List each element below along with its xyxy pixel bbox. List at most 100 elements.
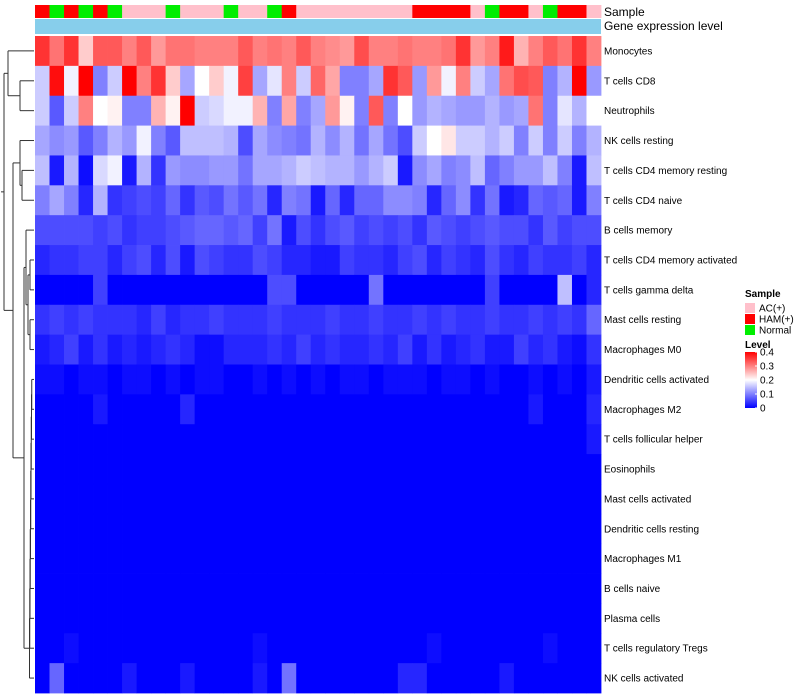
- heatmap-cell: [426, 155, 442, 186]
- heatmap-cell: [557, 483, 573, 515]
- heatmap-cell: [281, 125, 297, 156]
- heatmap-cell: [499, 663, 515, 694]
- heatmap-cell: [484, 454, 500, 485]
- heatmap-cell: [35, 304, 50, 336]
- heatmap-cell: [238, 573, 254, 604]
- heatmap-cell: [426, 334, 442, 365]
- sample-annotation-cell: [122, 5, 137, 18]
- heatmap-cell: [223, 245, 239, 276]
- heatmap-cell: [281, 304, 297, 336]
- heatmap-cell: [412, 155, 428, 186]
- heatmap-cell: [165, 185, 181, 216]
- heatmap-cell: [194, 663, 210, 694]
- heatmap-cell: [165, 483, 181, 515]
- heatmap-cell: [513, 155, 529, 186]
- level-tick-label: 0: [760, 404, 766, 415]
- heatmap-cell: [426, 215, 442, 246]
- heatmap-cell: [151, 663, 167, 694]
- heatmap-cell: [93, 603, 108, 634]
- heatmap-cell: [194, 36, 210, 67]
- heatmap-cell: [194, 95, 210, 126]
- heatmap-cell: [122, 663, 137, 694]
- heatmap-cell: [151, 65, 167, 97]
- sample-annotation-cell: [223, 5, 239, 18]
- heatmap-cell: [64, 215, 79, 246]
- heatmap-cell: [107, 36, 123, 67]
- heatmap-cell: [412, 274, 428, 306]
- heatmap-cell: [93, 185, 108, 216]
- heatmap-cell: [35, 513, 50, 545]
- heatmap-cell: [122, 304, 137, 336]
- heatmap-cell: [180, 125, 196, 156]
- heatmap-cell: [528, 245, 544, 276]
- heatmap-cell: [78, 245, 94, 276]
- heatmap-cell: [542, 215, 558, 246]
- heatmap-cell: [354, 95, 370, 126]
- heatmap-cell: [368, 483, 384, 515]
- heatmap-cell: [252, 394, 268, 425]
- heatmap-cell: [209, 95, 225, 126]
- heatmap-cell: [209, 513, 225, 545]
- heatmap-cell: [310, 424, 326, 455]
- heatmap-cell: [267, 65, 283, 97]
- sample-annotation-cell: [426, 5, 442, 18]
- heatmap-cell: [470, 215, 486, 246]
- heatmap-cell: [296, 245, 312, 276]
- heatmap-cell: [194, 573, 210, 604]
- heatmap-cell: [35, 65, 50, 97]
- heatmap-cell: [267, 304, 283, 336]
- heatmap-cell: [93, 573, 108, 604]
- heatmap-cell: [296, 125, 312, 156]
- heatmap-cell: [542, 334, 558, 365]
- heatmap-cell: [78, 215, 94, 246]
- heatmap-cell: [571, 36, 587, 67]
- heatmap-cell: [151, 633, 167, 664]
- heatmap-cell: [397, 663, 413, 694]
- heatmap-cell: [78, 125, 94, 156]
- heatmap-cell: [238, 65, 254, 97]
- heatmap-cell: [180, 394, 196, 425]
- row-label: T cells CD8: [604, 76, 656, 87]
- heatmap-cell: [209, 304, 225, 336]
- heatmap-cell: [151, 245, 167, 276]
- heatmap-cell: [383, 513, 399, 545]
- heatmap-cell: [49, 603, 65, 634]
- heatmap-cell: [542, 245, 558, 276]
- legend: Sample AC(+)HAM(+)Normal Level 0.4 0.3 0.2…: [745, 289, 794, 415]
- heatmap-cell: [296, 215, 312, 246]
- heatmap-cell: [223, 633, 239, 664]
- heatmap-cell: [383, 65, 399, 97]
- heatmap-cell: [368, 155, 384, 186]
- heatmap-cell: [426, 483, 442, 515]
- heatmap-cell: [325, 334, 341, 365]
- heatmap-cell: [470, 663, 486, 694]
- heatmap-cell: [151, 424, 167, 455]
- heatmap-cell: [397, 454, 413, 485]
- heatmap-cell: [281, 36, 297, 67]
- heatmap-cell: [49, 334, 65, 365]
- heatmap-cell: [513, 215, 529, 246]
- heatmap-cell: [223, 215, 239, 246]
- heatmap-cell: [455, 274, 471, 306]
- sample-annotation-cell: [354, 5, 370, 18]
- row-label: Mast cells activated: [604, 494, 691, 505]
- heatmap-cell: [310, 334, 326, 365]
- legend-swatch: [745, 314, 755, 324]
- heatmap-cell: [426, 364, 442, 395]
- heatmap-cell: [499, 304, 515, 336]
- heatmap-cell: [122, 483, 137, 515]
- heatmap-cell: [296, 663, 312, 694]
- heatmap-cell: [93, 274, 108, 306]
- heatmap-cell: [296, 36, 312, 67]
- heatmap-cell: [238, 304, 254, 336]
- heatmap-cell: [368, 334, 384, 365]
- heatmap-cell: [267, 394, 283, 425]
- heatmap-cell: [484, 155, 500, 186]
- heatmap-cell: [513, 633, 529, 664]
- heatmap-cell: [35, 543, 50, 574]
- heatmap-cell: [35, 394, 50, 425]
- heatmap-cell: [180, 513, 196, 545]
- level-tick-label: 0.4: [760, 348, 774, 359]
- heatmap-cell: [107, 125, 123, 156]
- heatmap-cell: [209, 663, 225, 694]
